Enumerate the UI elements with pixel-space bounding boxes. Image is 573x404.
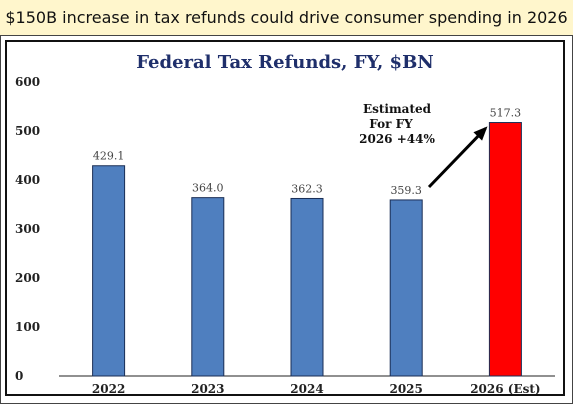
x-tick-label: 2023 [191, 382, 224, 394]
y-tick-label: 500 [15, 124, 40, 138]
value-label: 517.3 [490, 107, 522, 120]
annotation-text: For FY [369, 117, 413, 131]
value-label: 359.3 [390, 184, 422, 197]
bar-2023 [191, 197, 225, 377]
bar-2024 [290, 197, 324, 377]
y-tick-label: 300 [15, 222, 40, 236]
x-tick-label: 2025 [389, 382, 422, 394]
value-label: 429.1 [93, 150, 125, 163]
bar-chart: Federal Tax Refunds, FY, $BN 0 100 200 300 4… [15, 52, 555, 394]
y-tick-label: 400 [15, 173, 40, 187]
bar-2022 [92, 165, 126, 377]
y-tick-label: 0 [15, 369, 23, 383]
annotation-arrow-shaft [427, 127, 487, 189]
x-tick-label: 2026 (Est) [470, 382, 540, 394]
value-label: 362.3 [291, 182, 323, 195]
headline: $150B increase in tax refunds could driv… [0, 0, 573, 36]
chart-panel: Federal Tax Refunds, FY, $BN 0 100 200 300 4… [5, 40, 565, 396]
bar-2025 [389, 199, 423, 377]
y-tick-label: 600 [15, 75, 40, 89]
annotation-text: Estimated [363, 102, 432, 116]
x-tick-label: 2022 [92, 382, 125, 394]
chart-title: Federal Tax Refunds, FY, $BN [136, 52, 433, 73]
bar-2026 [488, 122, 522, 377]
y-tick-label: 100 [15, 320, 40, 334]
annotation-arrow-head [473, 126, 488, 141]
y-tick-label: 200 [15, 271, 40, 285]
x-tick-label: 2024 [290, 382, 323, 394]
annotation-text: 2026 +44% [359, 132, 435, 146]
value-label: 364.0 [192, 182, 224, 195]
